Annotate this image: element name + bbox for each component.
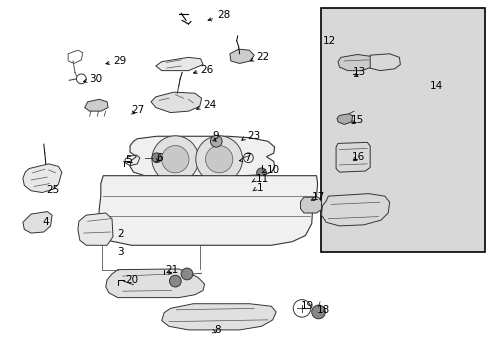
Text: 19: 19 [300,301,313,311]
Circle shape [205,145,232,173]
Text: 10: 10 [266,165,279,175]
Circle shape [152,153,162,163]
Polygon shape [105,269,204,298]
Circle shape [210,135,222,147]
Text: 9: 9 [212,131,219,141]
Text: 18: 18 [316,305,329,315]
Text: 27: 27 [131,105,144,115]
Text: 29: 29 [113,56,126,66]
Text: 15: 15 [350,115,363,125]
Polygon shape [156,57,203,71]
Circle shape [169,275,181,287]
Polygon shape [369,54,400,71]
Text: 22: 22 [256,52,269,62]
Text: 23: 23 [246,131,260,141]
Circle shape [311,305,325,319]
Polygon shape [335,142,369,172]
Text: 25: 25 [46,185,59,195]
Circle shape [181,268,192,280]
Polygon shape [130,136,274,176]
Text: 17: 17 [311,192,325,202]
Polygon shape [337,54,374,71]
Text: 2: 2 [117,229,123,239]
Text: 1: 1 [256,183,263,193]
Circle shape [162,145,188,173]
Polygon shape [23,164,61,193]
Polygon shape [98,176,317,245]
Text: 16: 16 [351,152,364,162]
Text: 7: 7 [244,153,251,163]
Text: 28: 28 [217,10,230,20]
Text: 5: 5 [125,155,131,165]
Text: 6: 6 [156,153,162,163]
Polygon shape [321,194,389,226]
Text: 21: 21 [165,265,179,275]
Polygon shape [336,114,352,125]
Circle shape [249,176,257,184]
Text: 26: 26 [200,64,213,75]
Text: 12: 12 [322,36,335,46]
Text: 24: 24 [203,100,216,110]
Polygon shape [78,213,113,245]
Text: 8: 8 [214,325,221,335]
Polygon shape [23,212,52,233]
Text: 11: 11 [255,174,268,184]
Text: 4: 4 [42,217,49,227]
Polygon shape [300,197,321,213]
Circle shape [256,168,266,178]
Text: 13: 13 [352,67,365,77]
Polygon shape [162,304,276,330]
Polygon shape [151,92,201,113]
Circle shape [195,136,242,183]
Text: 30: 30 [89,74,102,84]
Text: 3: 3 [117,247,123,257]
Text: 20: 20 [125,275,138,285]
Circle shape [152,136,198,183]
Polygon shape [84,99,108,111]
Polygon shape [229,49,254,63]
Bar [321,8,484,252]
Text: 14: 14 [429,81,442,91]
